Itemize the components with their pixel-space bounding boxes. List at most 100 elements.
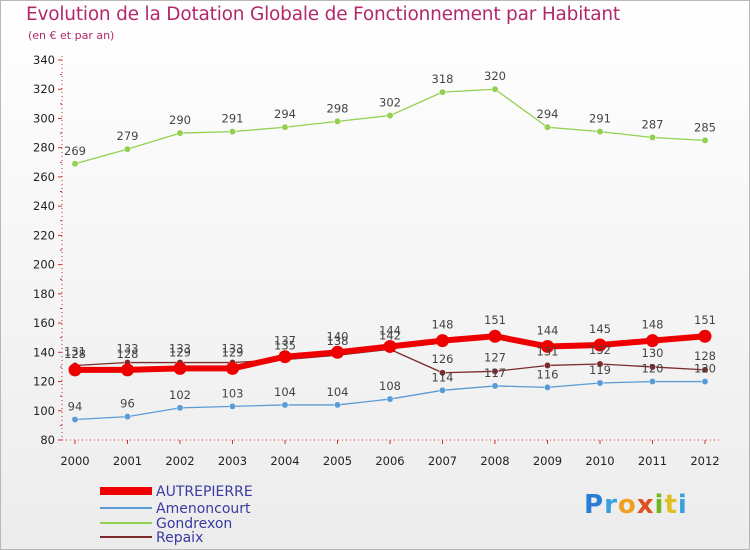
data-label-autrepierre: 137 — [274, 334, 296, 348]
x-tick-label: 2011 — [638, 454, 667, 468]
data-label-amenoncourt: 119 — [589, 363, 611, 377]
data-point-gondrexon — [176, 129, 184, 137]
chart-subtitle: (en € et par an) — [28, 29, 115, 42]
data-point-amenoncourt — [596, 379, 604, 387]
data-point-gondrexon — [71, 160, 79, 168]
y-tick: 100 — [33, 404, 62, 418]
legend-label: AUTREPIERRE — [156, 484, 253, 500]
x-tick-label: 2000 — [60, 454, 89, 468]
data-point-autrepierre — [173, 361, 187, 375]
series-lines — [68, 85, 712, 423]
data-label-gondrexon: 269 — [64, 144, 86, 158]
y-tick-label: 260 — [33, 170, 55, 184]
data-point-autrepierre — [226, 361, 239, 375]
data-label-amenoncourt: 96 — [120, 397, 135, 411]
data-point-gondrexon — [124, 145, 131, 153]
data-label-autrepierre: 148 — [432, 318, 454, 332]
y-tick-label: 340 — [33, 53, 55, 67]
data-label-amenoncourt: 117 — [484, 366, 506, 380]
x-tick: 2007 — [428, 440, 457, 468]
data-label-repaix: 126 — [432, 352, 454, 366]
y-tick-label: 240 — [33, 199, 55, 213]
y-tick-label: 200 — [33, 258, 55, 272]
y-tick-label: 180 — [33, 287, 55, 301]
data-point-autrepierre — [383, 339, 397, 353]
data-label-amenoncourt: 120 — [694, 362, 716, 376]
chart-title: Evolution de la Dotation Globale de Fonc… — [26, 4, 620, 25]
legend-label: Gondrexon — [156, 516, 232, 532]
y-tick-label: 220 — [33, 228, 55, 242]
y-tick: 320 — [33, 82, 62, 96]
data-label-repaix: 131 — [537, 344, 559, 358]
data-point-repaix — [649, 363, 656, 371]
y-tick: 180 — [33, 287, 62, 301]
data-label-repaix: 130 — [642, 346, 664, 360]
data-label-gondrexon: 279 — [117, 129, 139, 143]
data-point-amenoncourt — [439, 386, 446, 394]
y-tick: 140 — [33, 345, 62, 359]
x-tick-label: 2012 — [690, 454, 719, 468]
x-tick: 2001 — [113, 440, 142, 468]
data-label-amenoncourt: 103 — [222, 386, 244, 400]
y-tick: 200 — [33, 258, 62, 272]
data-label-gondrexon: 291 — [222, 112, 244, 126]
data-point-amenoncourt — [124, 413, 131, 421]
data-label-repaix: 128 — [694, 349, 716, 363]
data-label-gondrexon: 285 — [694, 120, 716, 134]
data-label-repaix: 132 — [589, 343, 611, 357]
x-tick-label: 2008 — [480, 454, 509, 468]
data-point-gondrexon — [281, 123, 289, 131]
data-point-gondrexon — [649, 134, 656, 141]
data-point-gondrexon — [229, 128, 236, 136]
data-point-gondrexon — [386, 112, 394, 119]
y-tick: 120 — [33, 375, 62, 389]
x-tick: 2009 — [533, 440, 562, 468]
y-tick-label: 140 — [33, 345, 55, 359]
y-tick: 340 — [33, 53, 62, 67]
data-label-autrepierre: 151 — [694, 313, 716, 327]
y-tick-label: 300 — [33, 111, 55, 125]
data-point-amenoncourt — [281, 401, 289, 409]
data-point-repaix — [596, 360, 604, 368]
data-label-amenoncourt: 108 — [379, 379, 401, 393]
data-point-autrepierre — [593, 338, 607, 352]
proxiti-logo: Proxiti — [584, 490, 688, 520]
data-label-autrepierre: 144 — [537, 323, 559, 337]
data-point-autrepierre — [488, 329, 502, 343]
data-label-amenoncourt: 120 — [642, 362, 664, 376]
data-point-gondrexon — [596, 128, 604, 136]
data-point-amenoncourt — [649, 378, 656, 385]
y-tick-label: 100 — [33, 404, 55, 418]
data-point-autrepierre — [698, 329, 712, 343]
data-label-repaix: 135 — [274, 339, 296, 353]
x-tick: 2000 — [60, 440, 90, 468]
data-point-autrepierre — [121, 363, 134, 377]
data-label-repaix: 127 — [484, 350, 506, 364]
data-label-repaix: 142 — [379, 328, 401, 342]
data-label-autrepierre: 151 — [484, 313, 506, 327]
data-label-gondrexon: 302 — [379, 96, 401, 110]
y-tick-label: 160 — [33, 316, 55, 330]
x-tick-label: 2006 — [375, 454, 404, 468]
data-label-autrepierre: 128 — [64, 347, 86, 361]
data-point-repaix — [701, 366, 709, 374]
y-tick-label: 80 — [40, 433, 55, 447]
legend-entry-gondrexon: Gondrexon — [100, 516, 232, 532]
data-label-gondrexon: 294 — [537, 107, 559, 121]
data-label-autrepierre: 148 — [642, 318, 664, 332]
data-labels: 269 279 290 291 294 298 302 318 320 294 291 287 285 9… — [64, 69, 716, 413]
data-label-autrepierre: 129 — [169, 345, 191, 359]
x-tick-label: 2004 — [270, 454, 299, 468]
data-label-repaix: 133 — [169, 342, 191, 356]
data-point-autrepierre — [541, 339, 554, 353]
data-label-amenoncourt: 104 — [327, 385, 349, 399]
y-tick-label: 280 — [33, 141, 55, 155]
data-point-autrepierre — [646, 334, 659, 348]
data-label-gondrexon: 318 — [432, 72, 454, 86]
data-label-autrepierre: 145 — [589, 322, 611, 336]
axes: 80 100 120 140 160 180 200 220 240 260 280 300 320 34… — [33, 53, 720, 468]
y-tick-label: 320 — [33, 82, 55, 96]
